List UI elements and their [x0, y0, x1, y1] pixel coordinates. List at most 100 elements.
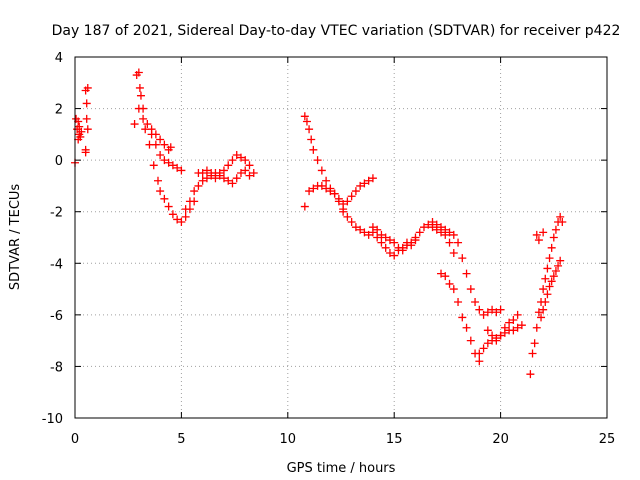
data-point	[545, 254, 554, 263]
data-point	[445, 279, 454, 288]
data-point	[232, 174, 241, 183]
data-point	[232, 150, 241, 159]
data-point	[300, 112, 309, 121]
data-point	[368, 174, 377, 183]
data-point	[151, 140, 160, 149]
data-point	[156, 187, 165, 196]
data-point	[556, 256, 565, 265]
data-point	[224, 176, 233, 185]
data-point	[556, 212, 565, 221]
data-point	[449, 230, 458, 239]
data-point	[166, 143, 175, 152]
data-point	[479, 344, 488, 353]
data-point	[500, 323, 509, 332]
data-point	[466, 336, 475, 345]
data-point	[164, 202, 173, 211]
data-point	[302, 117, 311, 126]
data-point	[532, 230, 541, 239]
data-point	[309, 145, 318, 154]
data-point	[360, 228, 369, 237]
data-point	[215, 171, 224, 180]
data-point	[364, 176, 373, 185]
data-point	[454, 297, 463, 306]
data-point	[385, 236, 394, 245]
data-point	[479, 310, 488, 319]
data-point	[441, 225, 450, 234]
data-point	[539, 285, 548, 294]
data-point	[551, 267, 560, 276]
data-point	[551, 225, 560, 234]
data-point	[347, 218, 356, 227]
data-point	[419, 223, 428, 232]
data-point	[526, 370, 535, 379]
data-point	[339, 199, 348, 208]
data-point	[168, 210, 177, 219]
data-point	[228, 156, 237, 165]
data-point	[432, 220, 441, 229]
data-point	[211, 169, 220, 178]
data-point	[492, 336, 501, 345]
data-point	[377, 230, 386, 239]
data-point	[81, 148, 90, 157]
data-point	[492, 308, 501, 317]
data-point	[185, 197, 194, 206]
data-point	[339, 207, 348, 216]
data-point	[545, 282, 554, 291]
grid	[75, 57, 607, 418]
data-point	[143, 120, 152, 129]
x-tick-label: 0	[71, 432, 79, 447]
y-tick-label: 4	[55, 51, 63, 66]
data-point	[326, 187, 335, 196]
data-point	[317, 166, 326, 175]
data-point	[156, 135, 165, 144]
data-point	[139, 114, 148, 123]
data-point	[305, 125, 314, 134]
data-point	[549, 272, 558, 281]
data-point	[458, 313, 467, 322]
data-point	[245, 171, 254, 180]
data-point	[177, 218, 186, 227]
y-tick-label: -6	[50, 309, 63, 324]
data-point	[356, 181, 365, 190]
y-tick-label: 2	[55, 103, 63, 118]
data-point	[549, 233, 558, 242]
data-point	[173, 215, 182, 224]
data-point	[541, 297, 550, 306]
data-point	[136, 91, 145, 100]
data-point	[228, 179, 237, 188]
data-point	[513, 323, 522, 332]
data-point	[83, 83, 92, 92]
data-point	[202, 166, 211, 175]
data-point	[424, 220, 433, 229]
data-point	[377, 238, 386, 247]
data-point	[219, 166, 228, 175]
data-point	[411, 233, 420, 242]
data-point	[305, 187, 314, 196]
data-point	[534, 308, 543, 317]
data-point	[343, 212, 352, 221]
data-point	[198, 169, 207, 178]
data-point	[381, 243, 390, 252]
data-point	[496, 331, 505, 340]
data-point	[528, 349, 537, 358]
data-point	[483, 326, 492, 335]
data-point	[156, 150, 165, 159]
data-point	[168, 161, 177, 170]
data-point	[541, 274, 550, 283]
data-point	[475, 349, 484, 358]
data-point	[360, 179, 369, 188]
data-point	[343, 197, 352, 206]
data-point	[449, 285, 458, 294]
data-point	[558, 218, 567, 227]
x-tick-label: 20	[492, 432, 509, 447]
data-point	[149, 161, 158, 170]
data-point	[307, 135, 316, 144]
data-point	[462, 323, 471, 332]
data-point	[437, 269, 446, 278]
y-tick-label: -4	[50, 257, 63, 272]
data-point	[194, 181, 203, 190]
data-point	[407, 238, 416, 247]
data-point	[539, 305, 548, 314]
data-point	[219, 174, 228, 183]
data-point	[347, 192, 356, 201]
